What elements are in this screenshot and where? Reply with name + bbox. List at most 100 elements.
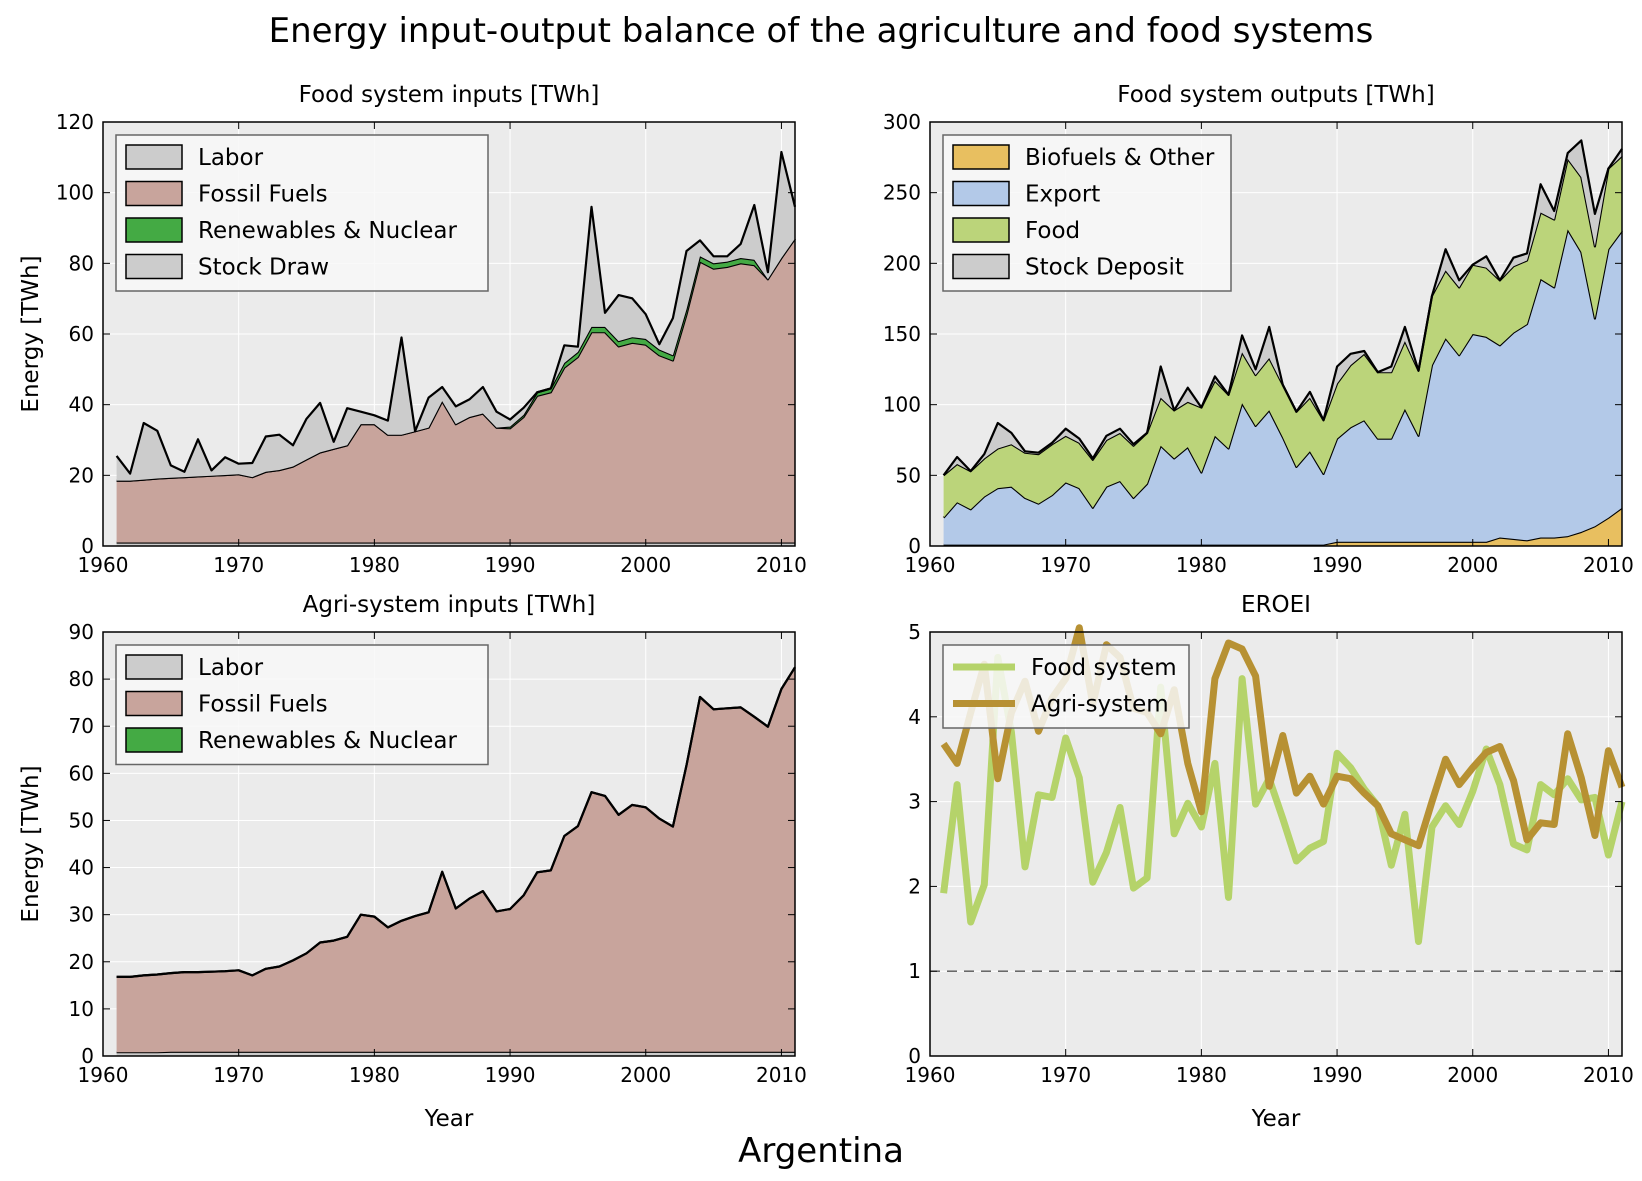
legend-swatch-fossil-fuels <box>125 180 183 207</box>
line-food-system <box>940 653 1626 945</box>
y-tick-label: 20 <box>69 463 94 487</box>
legend-swatch-labor <box>125 144 183 170</box>
x-tick-label: 2010 <box>1583 1063 1634 1087</box>
y-tick-label: 0 <box>81 534 94 558</box>
x-tick-label: 2000 <box>1447 553 1498 577</box>
panel-title: EROEI <box>1241 592 1311 618</box>
y-tick-label: 60 <box>69 761 94 785</box>
y-tick-label: 100 <box>56 181 94 205</box>
x-tick-label: 1980 <box>349 553 400 577</box>
legend-frame <box>942 644 1190 729</box>
y-tick-label: 0 <box>908 1044 921 1068</box>
y-tick-label: 20 <box>69 950 94 974</box>
legend-label-food: Food <box>1025 218 1080 244</box>
legend-swatch-fossil-fuels <box>125 690 183 717</box>
y-tick-label: 2 <box>908 874 921 898</box>
legend-label-fossil-fuels: Fossil Fuels <box>198 692 328 718</box>
area-fossil-fuels <box>116 667 796 1053</box>
x-tick-label: 1970 <box>213 1063 264 1087</box>
figure-title: Energy input-output balance of the agric… <box>269 11 1374 51</box>
x-tick-label: 1980 <box>1176 1063 1227 1087</box>
y-tick-label: 60 <box>69 322 94 346</box>
x-tick-label: 2000 <box>1447 1063 1498 1087</box>
x-tick-label: 2010 <box>756 1063 807 1087</box>
y-tick-label: 80 <box>69 251 94 275</box>
y-axis-label: Energy [TWh] <box>18 255 44 412</box>
y-tick-label: 150 <box>883 322 921 346</box>
y-tick-label: 100 <box>883 393 921 417</box>
axes-frame <box>929 631 1623 1057</box>
y-tick-label: 80 <box>69 667 94 691</box>
y-tick-label: 5 <box>908 620 921 644</box>
x-tick-label: 1970 <box>1040 553 1091 577</box>
x-tick-label: 2000 <box>620 553 671 577</box>
legend-swatch-renewables-nuclear <box>125 217 183 243</box>
area-biofuels-other <box>943 507 1622 546</box>
x-tick-label: 1980 <box>1176 553 1227 577</box>
y-tick-label: 250 <box>883 181 921 205</box>
x-tick-label: 1990 <box>1312 553 1363 577</box>
legend: Biofuels & Other Export Food Stock Deposit <box>942 134 1232 292</box>
y-tick-label: 90 <box>69 620 94 644</box>
area-edge-renewables-nuclear <box>116 666 796 978</box>
y-tick-label: 70 <box>69 714 94 738</box>
area-fossil-fuels <box>116 238 796 543</box>
area-food <box>943 155 1622 518</box>
legend-swatch-food <box>952 217 1010 243</box>
x-tick-label: 1970 <box>1040 1063 1091 1087</box>
area-stock-draw <box>116 152 796 481</box>
x-tick-label: 1980 <box>349 1063 400 1087</box>
y-tick-label: 30 <box>69 903 94 927</box>
x-tick-label: 1990 <box>485 553 536 577</box>
legend-label-stock-deposit: Stock Deposit <box>1025 255 1184 281</box>
area-export <box>943 229 1622 545</box>
y-tick-label: 200 <box>883 251 921 275</box>
legend-swatch-stock-draw <box>125 253 183 280</box>
legend-label-agri-system: Agri-system <box>1031 692 1169 718</box>
area-stock-deposit <box>943 140 1622 476</box>
x-tick-label: 1970 <box>213 553 264 577</box>
legend-swatch-renewables-nuclear <box>125 727 183 753</box>
legend-label-renewables-nuclear: Renewables & Nuclear <box>198 728 457 754</box>
panel-title: Food system outputs [TWh] <box>1117 82 1434 108</box>
legend-label-food-system: Food system <box>1031 655 1177 681</box>
chart-panel-food-system-inputs-twh: 1960 1970 1980 1990 2000 2010 0 20 40 60 80 100 120 F… <box>18 82 807 577</box>
legend: Food system Agri-system <box>942 644 1190 729</box>
y-axis-label: Energy [TWh] <box>18 765 44 922</box>
area-renewables-nuclear <box>116 238 796 481</box>
legend: Labor Fossil Fuels Renewables & Nuclear Sto… <box>115 134 489 292</box>
panel-title: Food system inputs [TWh] <box>299 82 600 108</box>
y-tick-label: 1 <box>908 959 921 983</box>
x-tick-label: 1990 <box>1312 1063 1363 1087</box>
y-tick-label: 40 <box>69 856 94 880</box>
legend-swatch-biofuels-other <box>952 144 1010 170</box>
figure-footer: Argentina <box>738 1131 904 1171</box>
y-tick-label: 50 <box>69 808 94 832</box>
area-edge-stock-draw <box>115 150 797 475</box>
chart-panel-agri-system-inputs-twh: 1960 1970 1980 1990 2000 2010 0 10 20 30 40 50 60 70 8… <box>18 592 807 1132</box>
legend-label-biofuels-other: Biofuels & Other <box>1025 145 1215 171</box>
x-tick-label: 1990 <box>485 1063 536 1087</box>
axes-frame <box>102 631 796 1057</box>
y-tick-label: 10 <box>69 997 94 1021</box>
y-tick-label: 0 <box>81 1044 94 1068</box>
legend-swatch-export <box>952 180 1010 207</box>
x-tick-label: 1960 <box>78 1063 129 1087</box>
legend-label-fossil-fuels: Fossil Fuels <box>198 182 328 208</box>
x-axis-label: Year <box>424 1106 474 1132</box>
x-axis-label: Year <box>1251 1106 1301 1132</box>
y-tick-label: 120 <box>56 110 94 134</box>
legend-label-labor: Labor <box>198 145 264 171</box>
x-tick-label: 1960 <box>905 1063 956 1087</box>
legend-label-renewables-nuclear: Renewables & Nuclear <box>198 218 457 244</box>
x-tick-label: 1960 <box>78 553 129 577</box>
y-tick-label: 40 <box>69 393 94 417</box>
chart-panel-food-system-outputs-twh: 1960 1970 1980 1990 2000 2010 0 50 100 150 200 250 3… <box>883 82 1634 577</box>
legend-label-export: Export <box>1025 182 1100 208</box>
x-tick-label: 1960 <box>905 553 956 577</box>
area-edge-stock-deposit <box>942 139 1623 476</box>
y-tick-label: 50 <box>896 463 921 487</box>
legend-label-labor: Labor <box>198 655 264 681</box>
legend-swatch-stock-deposit <box>952 253 1010 280</box>
